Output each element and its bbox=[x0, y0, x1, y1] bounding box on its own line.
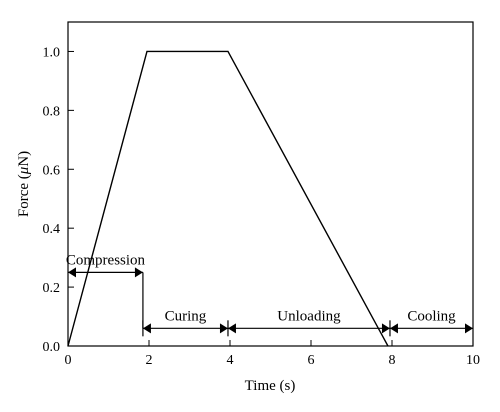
phase-label: Unloading bbox=[277, 308, 341, 324]
force-series-line bbox=[67, 50, 389, 347]
arrowhead bbox=[389, 323, 398, 334]
plot-frame bbox=[67, 21, 474, 347]
arrowhead bbox=[227, 323, 236, 334]
x-tick-label: 0 bbox=[65, 353, 72, 368]
series-layer bbox=[67, 50, 389, 347]
y-axis-title-prefix: Force ( bbox=[16, 174, 32, 217]
x-tick-label: 6 bbox=[308, 353, 315, 368]
phase-annotations: Compression Curing Unloading Cooling bbox=[66, 252, 473, 337]
y-tick-label: 0.0 bbox=[43, 340, 61, 355]
phase-label: Compression bbox=[66, 252, 146, 268]
y-axis-title-unit: μ bbox=[16, 166, 32, 175]
x-axis-title: Time (s) bbox=[245, 378, 296, 394]
x-tick-label: 4 bbox=[227, 353, 234, 368]
x-tick-label: 2 bbox=[146, 353, 153, 368]
y-axis-ticks: 0.0 0.2 0.4 0.6 0.8 1.0 bbox=[43, 45, 74, 355]
y-axis-title-suffix: N) bbox=[16, 151, 32, 167]
y-tick-label: 0.2 bbox=[43, 281, 61, 296]
y-tick-label: 0.6 bbox=[43, 163, 61, 178]
arrowhead bbox=[134, 267, 143, 278]
arrowhead bbox=[142, 323, 151, 334]
arrowhead bbox=[219, 323, 228, 334]
y-tick-label: 0.4 bbox=[43, 222, 61, 237]
x-tick-label: 10 bbox=[466, 353, 480, 368]
x-tick-label: 8 bbox=[389, 353, 396, 368]
arrowhead bbox=[465, 323, 473, 334]
y-axis-title: Force (μN) bbox=[16, 151, 32, 217]
arrowhead bbox=[381, 323, 390, 334]
arrowhead bbox=[68, 267, 76, 278]
y-tick-label: 0.8 bbox=[43, 104, 61, 119]
phase-label: Cooling bbox=[407, 308, 456, 324]
y-tick-label: 1.0 bbox=[43, 45, 61, 60]
x-axis-ticks: 0 2 4 6 8 10 bbox=[65, 340, 480, 368]
phase-label: Curing bbox=[165, 308, 207, 324]
